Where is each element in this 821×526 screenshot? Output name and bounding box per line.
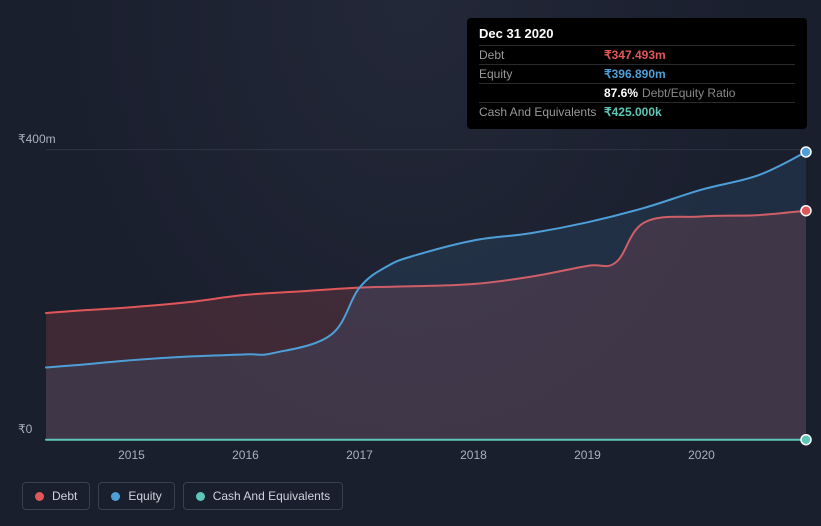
legend-dot-icon — [111, 492, 120, 501]
legend-dot-icon — [196, 492, 205, 501]
chart-tooltip: Dec 31 2020 Debt₹347.493mEquity₹396.890m… — [467, 18, 807, 129]
tooltip-row-suffix: Debt/Equity Ratio — [642, 86, 735, 100]
legend-dot-icon — [35, 492, 44, 501]
x-axis-label: 2019 — [574, 448, 601, 462]
tooltip-row-value: ₹425.000k — [604, 105, 662, 119]
y-axis-label: ₹400m — [18, 132, 56, 146]
tooltip-row-label: Equity — [479, 67, 604, 81]
legend-label: Equity — [128, 489, 161, 503]
tooltip-row: Equity₹396.890m — [479, 64, 795, 83]
chart-legend: Debt Equity Cash And Equivalents — [22, 482, 343, 510]
tooltip-row-label — [479, 86, 604, 100]
tooltip-row: Debt₹347.493m — [479, 45, 795, 64]
legend-item-debt[interactable]: Debt — [22, 482, 90, 510]
tooltip-row-value: ₹347.493m — [604, 48, 666, 62]
tooltip-row-value: 87.6%Debt/Equity Ratio — [604, 86, 735, 100]
tooltip-row-value: ₹396.890m — [604, 67, 666, 81]
x-axis-label: 2015 — [118, 448, 145, 462]
tooltip-row-label: Debt — [479, 48, 604, 62]
y-axis-label: ₹0 — [18, 422, 32, 436]
legend-item-cash[interactable]: Cash And Equivalents — [183, 482, 343, 510]
legend-label: Debt — [52, 489, 77, 503]
legend-label: Cash And Equivalents — [213, 489, 330, 503]
tooltip-title: Dec 31 2020 — [479, 26, 795, 41]
legend-item-equity[interactable]: Equity — [98, 482, 174, 510]
x-axis-label: 2016 — [232, 448, 259, 462]
x-axis-label: 2020 — [688, 448, 715, 462]
tooltip-row: Cash And Equivalents₹425.000k — [479, 102, 795, 121]
tooltip-row-label: Cash And Equivalents — [479, 105, 604, 119]
tooltip-row: 87.6%Debt/Equity Ratio — [479, 83, 795, 102]
x-axis-label: 2018 — [460, 448, 487, 462]
x-axis-label: 2017 — [346, 448, 373, 462]
